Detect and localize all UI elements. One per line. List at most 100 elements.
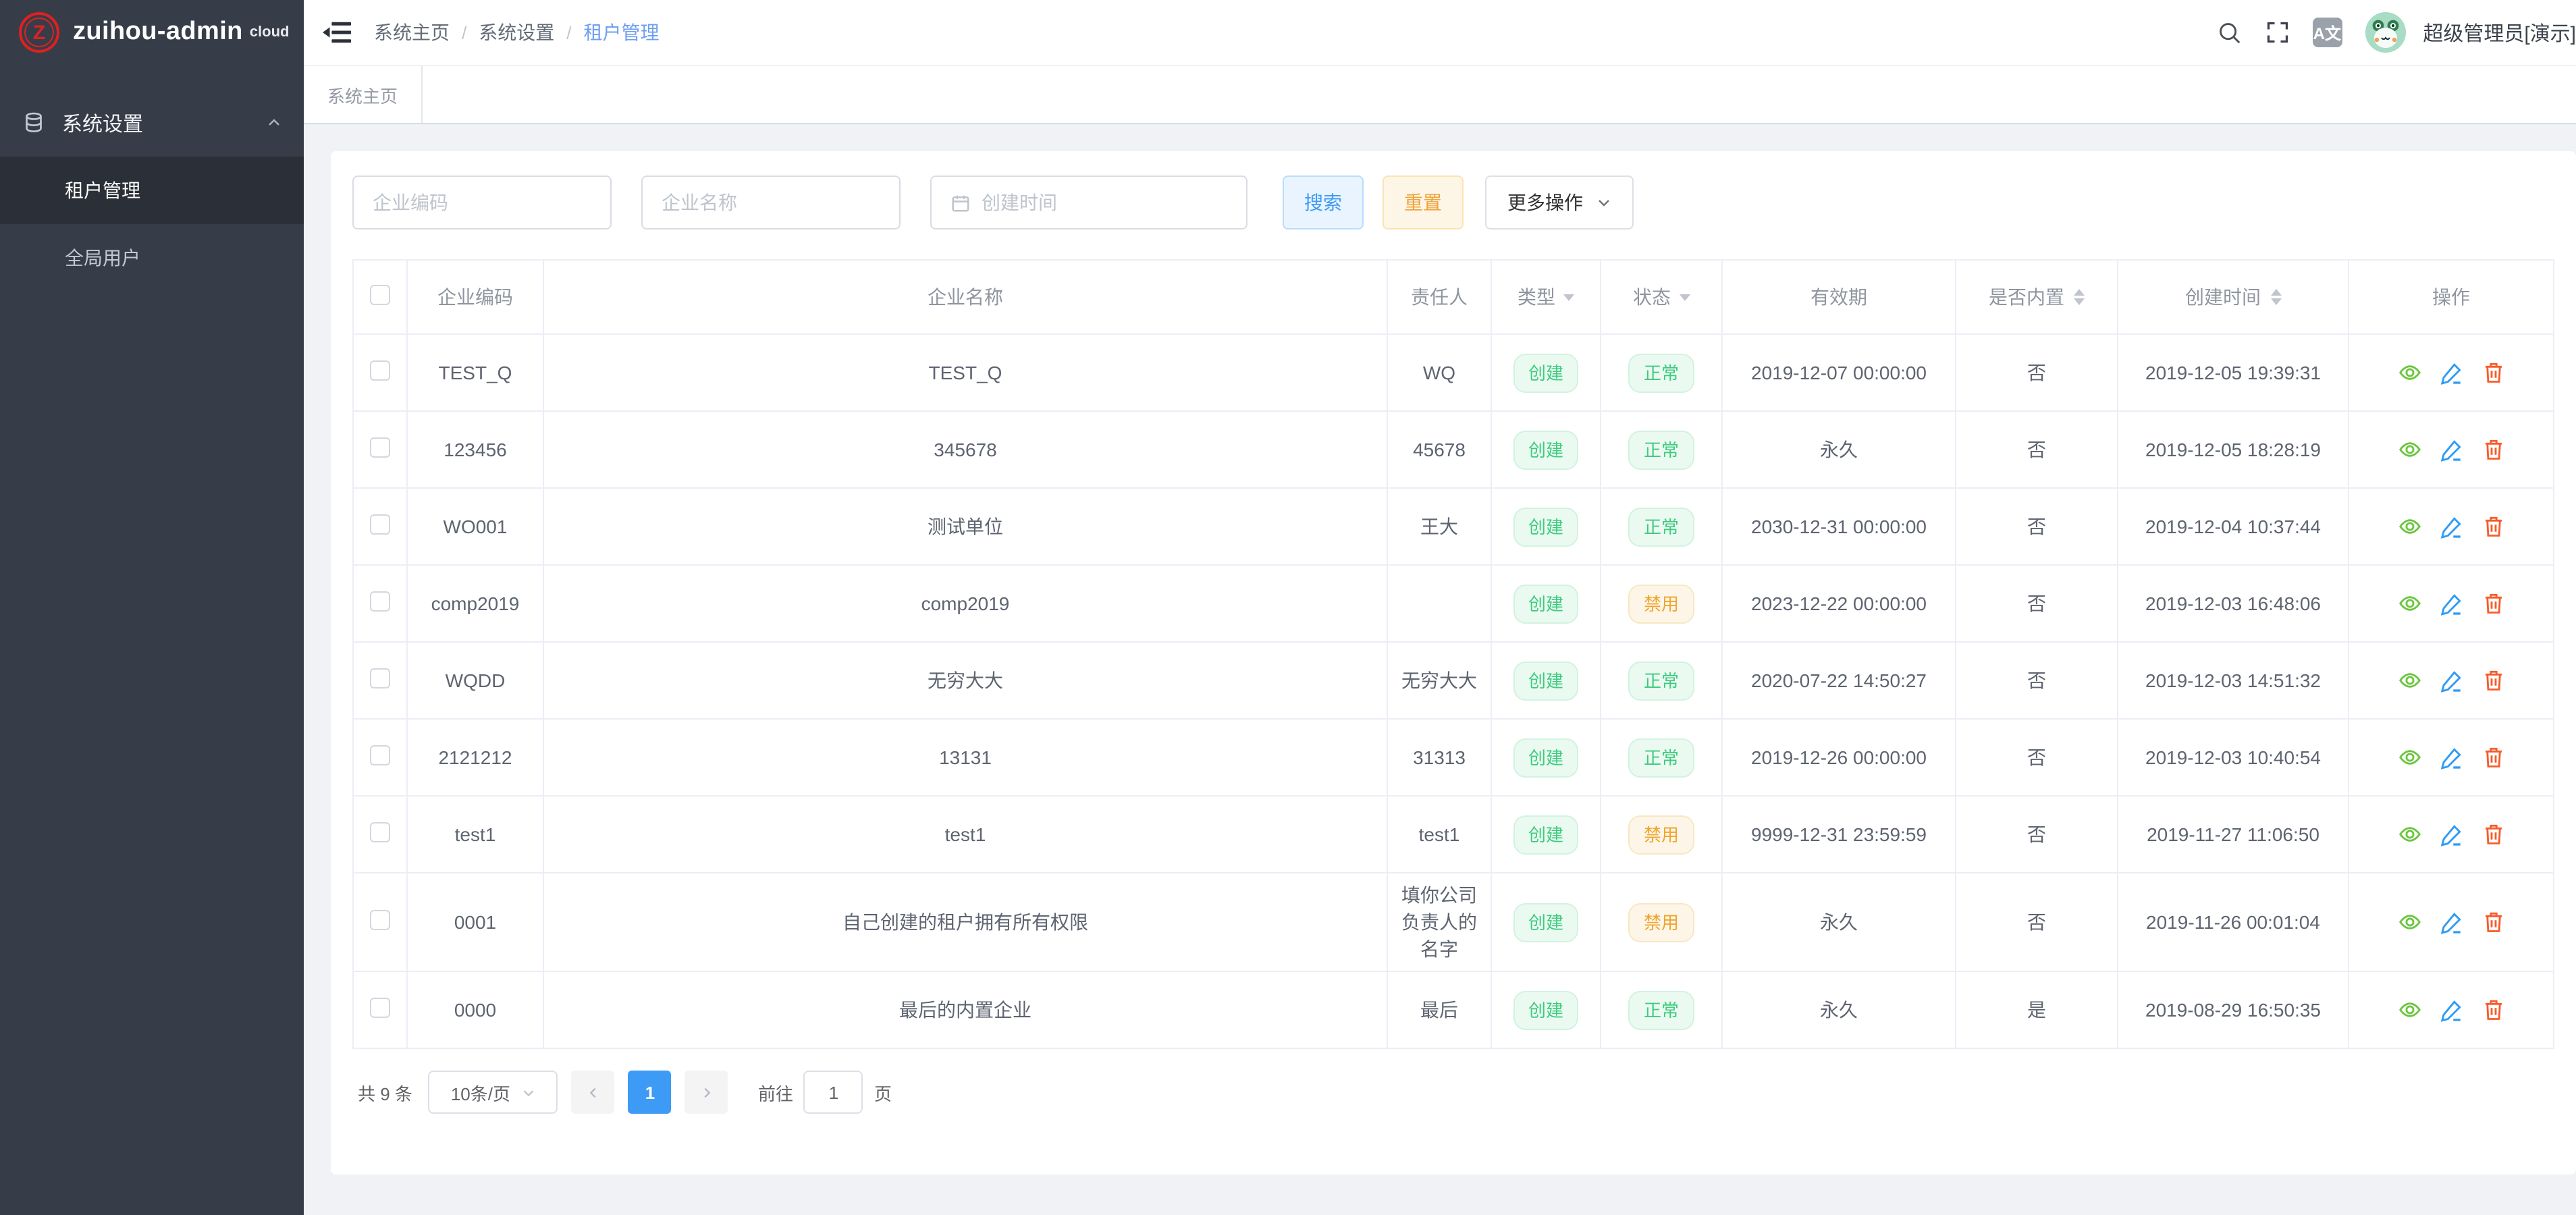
delete-icon[interactable] bbox=[2481, 745, 2505, 770]
created-time-input[interactable] bbox=[982, 192, 1227, 213]
reset-button[interactable]: 重置 bbox=[1383, 176, 1464, 230]
prev-page-button[interactable] bbox=[571, 1071, 615, 1114]
cell-status: 正常 bbox=[1600, 971, 1723, 1049]
header-builtin[interactable]: 是否内置 bbox=[1955, 259, 2118, 335]
row-checkbox[interactable] bbox=[370, 514, 390, 535]
delete-icon[interactable] bbox=[2481, 668, 2505, 693]
filter-icon bbox=[1679, 294, 1690, 300]
delete-icon[interactable] bbox=[2481, 591, 2505, 616]
header-type[interactable]: 类型 bbox=[1491, 259, 1601, 335]
pagination: 共 9 条 10条/页 1 前往 页 bbox=[352, 1071, 2554, 1114]
avatar[interactable] bbox=[2365, 12, 2406, 53]
view-icon[interactable] bbox=[2397, 591, 2421, 616]
header-status[interactable]: 状态 bbox=[1600, 259, 1723, 335]
view-icon[interactable] bbox=[2397, 360, 2421, 385]
cell-created-time: 2019-12-05 18:28:19 bbox=[2117, 410, 2349, 489]
view-icon[interactable] bbox=[2397, 668, 2421, 693]
cell-status: 正常 bbox=[1600, 410, 1723, 489]
page-number-button[interactable]: 1 bbox=[628, 1071, 672, 1114]
cell-enterprise-code: 123456 bbox=[406, 410, 544, 489]
username[interactable]: 超级管理员[演示] bbox=[2423, 22, 2576, 45]
logo: Z zuihou-admin cloud bbox=[0, 0, 304, 65]
delete-icon[interactable] bbox=[2481, 437, 2505, 462]
language-icon[interactable]: A文 bbox=[2312, 18, 2342, 47]
cell-created-time: 2019-11-26 00:01:04 bbox=[2117, 872, 2349, 972]
search-icon[interactable] bbox=[2216, 20, 2242, 45]
row-checkbox[interactable] bbox=[370, 668, 390, 688]
header-select-all bbox=[352, 259, 408, 335]
row-select-cell bbox=[352, 487, 408, 566]
next-page-button[interactable] bbox=[685, 1071, 728, 1114]
chevron-up-icon bbox=[266, 115, 282, 131]
more-actions-button[interactable]: 更多操作 bbox=[1485, 176, 1634, 230]
row-checkbox[interactable] bbox=[370, 437, 390, 458]
header-created-time[interactable]: 创建时间 bbox=[2117, 259, 2349, 335]
search-button[interactable]: 搜索 bbox=[1283, 176, 1364, 230]
cell-type: 创建 bbox=[1491, 718, 1601, 796]
collapse-sidebar-icon[interactable] bbox=[323, 19, 352, 46]
row-checkbox[interactable] bbox=[370, 822, 390, 842]
row-checkbox[interactable] bbox=[370, 910, 390, 930]
view-icon[interactable] bbox=[2397, 822, 2421, 846]
view-icon[interactable] bbox=[2397, 514, 2421, 539]
pagination-goto: 前往 页 bbox=[758, 1071, 892, 1114]
page-size-select[interactable]: 10条/页 bbox=[428, 1071, 558, 1114]
cell-status: 禁用 bbox=[1600, 872, 1723, 972]
cell-enterprise-code: WQDD bbox=[406, 641, 544, 720]
edit-icon[interactable] bbox=[2439, 591, 2463, 616]
select-all-checkbox[interactable] bbox=[370, 285, 390, 305]
sidebar-item-tenant-management[interactable]: 租户管理 bbox=[0, 157, 304, 224]
created-time-field[interactable] bbox=[930, 176, 1247, 230]
cell-status: 禁用 bbox=[1600, 564, 1723, 643]
cell-type: 创建 bbox=[1491, 487, 1601, 566]
view-icon[interactable] bbox=[2397, 437, 2421, 462]
enterprise-name-field[interactable] bbox=[641, 176, 901, 230]
breadcrumb-item[interactable]: 系统设置 bbox=[479, 22, 555, 43]
chevron-left-icon bbox=[589, 1087, 596, 1098]
cell-operations bbox=[2348, 333, 2554, 412]
enterprise-code-input[interactable] bbox=[373, 192, 591, 213]
delete-icon[interactable] bbox=[2481, 998, 2505, 1022]
delete-icon[interactable] bbox=[2481, 910, 2505, 934]
cell-created-time: 2019-11-27 11:06:50 bbox=[2117, 795, 2349, 873]
breadcrumb-separator: / bbox=[462, 22, 467, 43]
sidebar-item-system-settings[interactable]: 系统设置 bbox=[0, 89, 304, 157]
edit-icon[interactable] bbox=[2439, 360, 2463, 385]
row-select-cell bbox=[352, 971, 408, 1049]
sidebar-item-global-users[interactable]: 全局用户 bbox=[0, 224, 304, 292]
goto-page-input[interactable] bbox=[803, 1071, 863, 1114]
row-checkbox[interactable] bbox=[370, 360, 390, 381]
edit-icon[interactable] bbox=[2439, 910, 2463, 934]
cell-enterprise-name: 无穷大大 bbox=[543, 641, 1388, 720]
cell-enterprise-code: TEST_Q bbox=[406, 333, 544, 412]
cell-created-time: 2019-12-03 10:40:54 bbox=[2117, 718, 2349, 796]
cell-owner: 31313 bbox=[1387, 718, 1492, 796]
enterprise-code-field[interactable] bbox=[352, 176, 612, 230]
edit-icon[interactable] bbox=[2439, 745, 2463, 770]
edit-icon[interactable] bbox=[2439, 668, 2463, 693]
tenant-card: 搜索 重置 更多操作 bbox=[331, 151, 2576, 1174]
delete-icon[interactable] bbox=[2481, 360, 2505, 385]
cell-enterprise-name: 自己创建的租户拥有所有权限 bbox=[543, 872, 1388, 972]
delete-icon[interactable] bbox=[2481, 822, 2505, 846]
delete-icon[interactable] bbox=[2481, 514, 2505, 539]
view-icon[interactable] bbox=[2397, 745, 2421, 770]
sidebar-subitem-label: 租户管理 bbox=[65, 180, 140, 201]
cell-builtin: 是 bbox=[1955, 971, 2118, 1049]
view-icon[interactable] bbox=[2397, 910, 2421, 934]
fullscreen-icon[interactable] bbox=[2265, 20, 2289, 45]
breadcrumb: 系统主页 / 系统设置 / 租户管理 bbox=[374, 19, 2216, 46]
row-checkbox[interactable] bbox=[370, 998, 390, 1018]
edit-icon[interactable] bbox=[2439, 998, 2463, 1022]
cell-type: 创建 bbox=[1491, 971, 1601, 1049]
row-checkbox[interactable] bbox=[370, 745, 390, 765]
edit-icon[interactable] bbox=[2439, 437, 2463, 462]
breadcrumb-item[interactable]: 系统主页 bbox=[374, 22, 450, 43]
type-tag: 创建 bbox=[1513, 815, 1578, 854]
row-checkbox[interactable] bbox=[370, 591, 390, 612]
edit-icon[interactable] bbox=[2439, 822, 2463, 846]
enterprise-name-input[interactable] bbox=[662, 192, 880, 213]
view-icon[interactable] bbox=[2397, 998, 2421, 1022]
edit-icon[interactable] bbox=[2439, 514, 2463, 539]
tab-system-home[interactable]: 系统主页 bbox=[304, 66, 423, 123]
